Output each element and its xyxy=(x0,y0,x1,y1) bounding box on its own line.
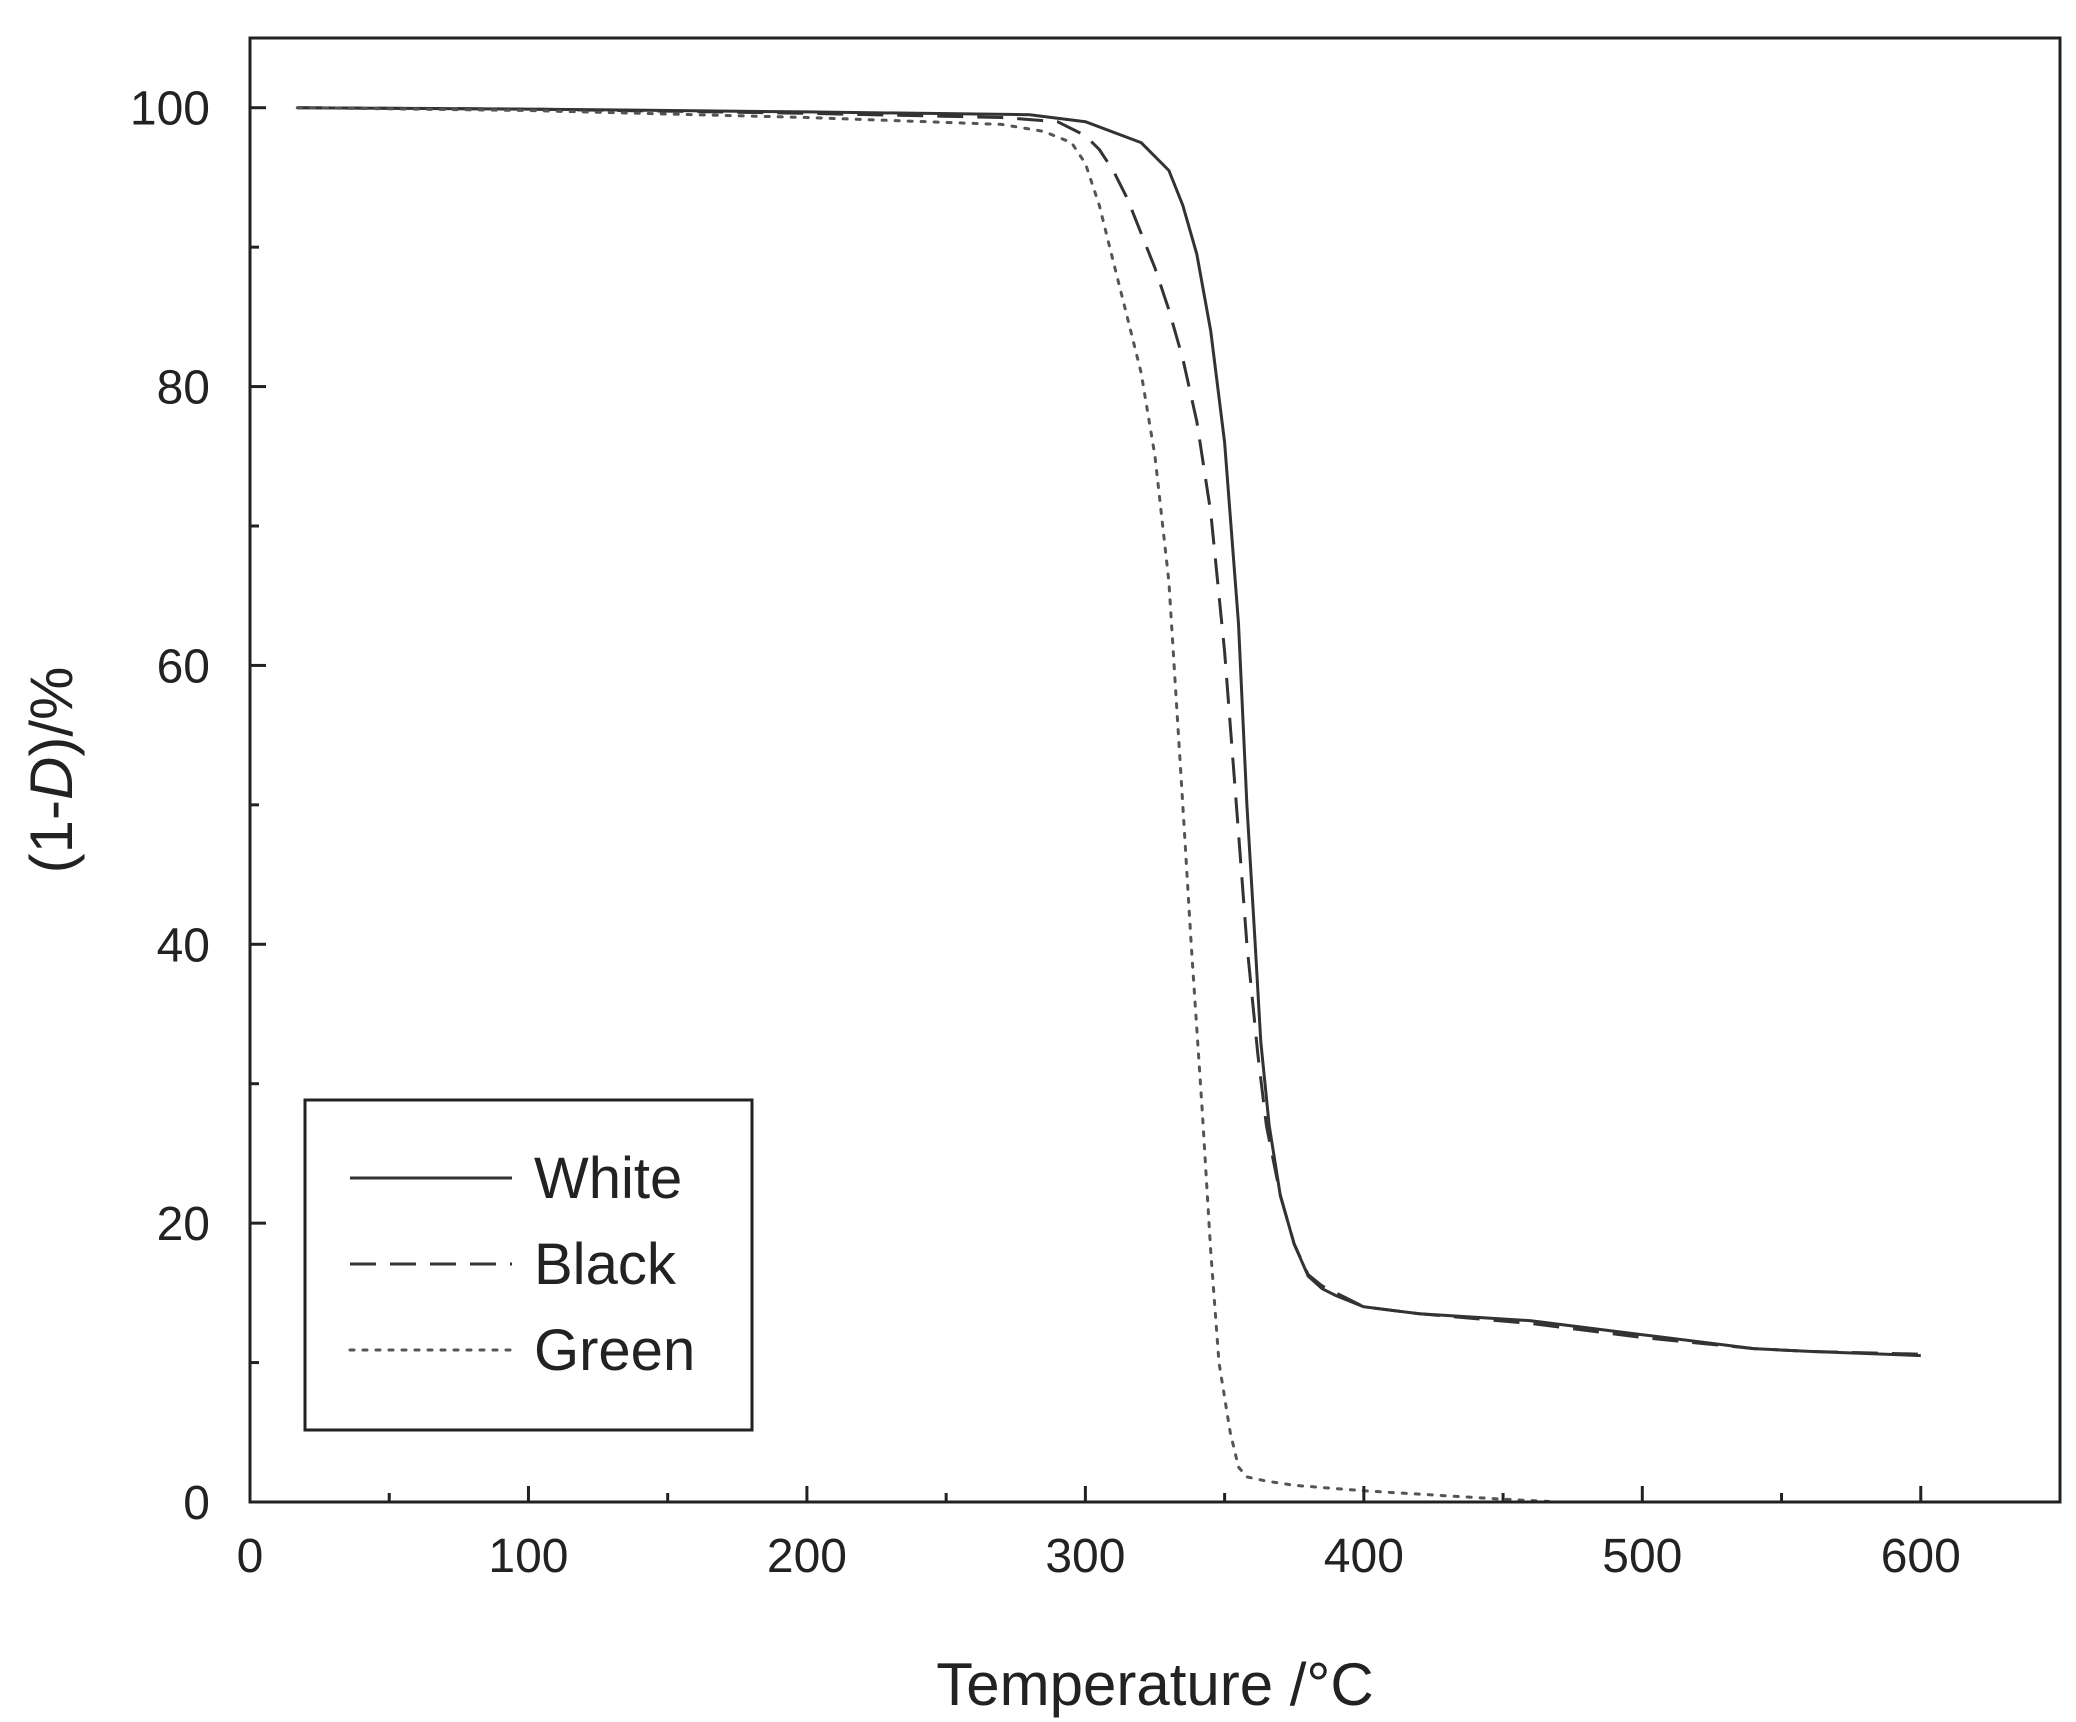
y-axis-title-part: (1- xyxy=(18,800,85,873)
legend: White Black Green xyxy=(303,1098,754,1432)
y-tick-label: 60 xyxy=(157,640,210,693)
y-tick-label: 80 xyxy=(157,362,210,415)
y-axis-title: (1-D)/% xyxy=(18,667,85,874)
x-tick-label: 0 xyxy=(237,1530,264,1583)
x-tick-label: 400 xyxy=(1324,1530,1404,1583)
x-tick-label: 500 xyxy=(1602,1530,1682,1583)
legend-label-white: White xyxy=(534,1146,682,1211)
legend-box xyxy=(303,1098,754,1432)
y-tick-label: 40 xyxy=(157,919,210,972)
y-axis-title-part: )/% xyxy=(18,667,85,757)
x-tick-label: 100 xyxy=(488,1530,568,1583)
series-line-black xyxy=(297,106,1921,1356)
y-axis-title-italic: D xyxy=(18,757,85,800)
x-tick-label: 200 xyxy=(767,1530,847,1583)
plot-frame xyxy=(248,36,2062,1504)
legend-label-green: Green xyxy=(534,1318,695,1383)
x-axis-title: Temperature /°C xyxy=(936,1651,1374,1718)
plot-area xyxy=(295,106,1921,1504)
x-tick-label: 300 xyxy=(1045,1530,1125,1583)
x-tick-label: 600 xyxy=(1881,1530,1961,1583)
axes: 0 100 200 300 400 500 600 0 20 40 60 80 100 Temperatu… xyxy=(18,36,2062,1718)
y-tick-label: 20 xyxy=(157,1198,210,1251)
y-tick-label: 0 xyxy=(183,1477,210,1530)
series-line-green xyxy=(295,106,1561,1504)
legend-label-black: Black xyxy=(534,1232,677,1297)
y-tick-label: 100 xyxy=(130,83,210,136)
